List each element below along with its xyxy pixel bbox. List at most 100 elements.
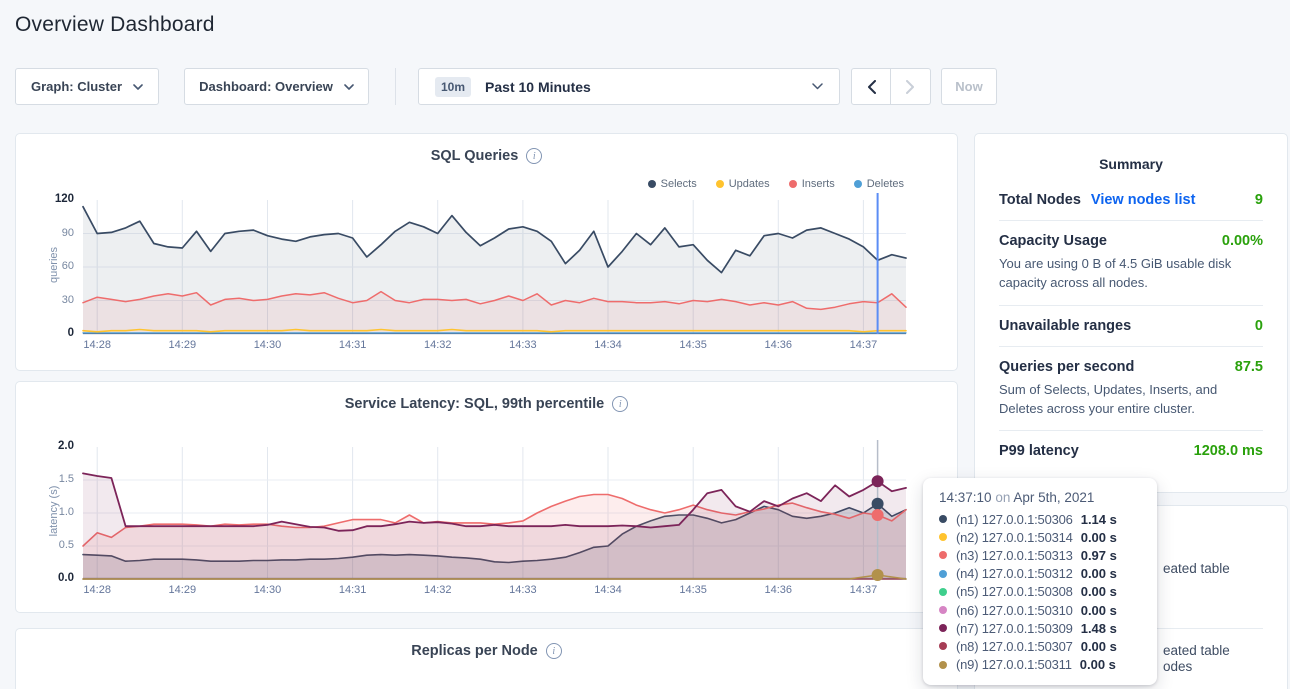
chart-hover-tooltip: 14:37:10 on Apr 5th, 2021 (n1) 127.0.0.1… (923, 478, 1157, 685)
y-axis-tick: 90 (18, 227, 74, 239)
summary-value: 0 (1255, 318, 1263, 334)
view-nodes-list-link[interactable]: View nodes list (1091, 192, 1196, 208)
summary-description: You are using 0 B of 4.5 GiB usable disk… (999, 255, 1263, 293)
x-axis-tick: 14:35 (668, 339, 718, 351)
dashboard-dropdown[interactable]: Dashboard: Overview (184, 68, 369, 105)
node-color-dot (939, 606, 947, 614)
chart-title: SQL Queries (431, 148, 519, 164)
chevron-down-icon (812, 83, 823, 90)
sql-queries-chart-card: SQL Queries i Selects Updates Inserts De… (15, 133, 958, 371)
info-icon[interactable]: i (526, 148, 542, 164)
legend-item[interactable]: Updates (716, 178, 770, 190)
event-text-fragment: eated table (1163, 561, 1230, 576)
summary-label: P99 latency (999, 443, 1079, 459)
node-color-dot (939, 624, 947, 632)
y-axis-tick: 2.0 (18, 440, 74, 452)
summary-row-unavailable-ranges: Unavailable ranges 0 (999, 306, 1263, 347)
tooltip-timestamp: 14:37:10 on Apr 5th, 2021 (939, 490, 1143, 505)
node-address: (n1) 127.0.0.1:50306 (956, 512, 1073, 527)
x-axis-tick: 14:36 (753, 339, 803, 351)
time-range-badge: 10m (435, 77, 471, 97)
summary-value: 87.5 (1235, 359, 1263, 375)
x-axis-tick: 14:32 (413, 584, 463, 596)
node-color-dot (939, 551, 947, 559)
legend-dot (854, 180, 862, 188)
summary-value: 0.00% (1222, 233, 1263, 249)
x-axis-tick: 14:33 (498, 584, 548, 596)
summary-title: Summary (999, 150, 1263, 180)
tooltip-node-row: (n9) 127.0.0.1:50311 0.00 s (939, 656, 1143, 674)
node-address: (n5) 127.0.0.1:50308 (956, 584, 1073, 599)
node-value: 0.00 s (1081, 639, 1117, 654)
x-axis-tick: 14:28 (72, 584, 122, 596)
chart-title: Service Latency: SQL, 99th percentile (345, 396, 605, 412)
legend-dot (716, 180, 724, 188)
summary-row-total-nodes: Total Nodes View nodes list 9 (999, 180, 1263, 221)
graph-scope-dropdown[interactable]: Graph: Cluster (15, 68, 159, 105)
summary-label: Unavailable ranges (999, 318, 1131, 334)
x-axis-tick: 14:30 (242, 339, 292, 351)
node-address: (n3) 127.0.0.1:50313 (956, 548, 1073, 563)
service-latency-chart-card: Service Latency: SQL, 99th percentile i … (15, 381, 958, 613)
legend-dot (648, 180, 656, 188)
node-value: 1.14 s (1081, 512, 1117, 527)
legend-label: Inserts (802, 178, 835, 190)
node-color-dot (939, 533, 947, 541)
now-button[interactable]: Now (941, 68, 997, 105)
divider (395, 68, 396, 105)
dashboard-dropdown-label: Dashboard: Overview (199, 79, 333, 94)
summary-panel: Summary Total Nodes View nodes list 9 Ca… (974, 133, 1288, 493)
legend-label: Selects (661, 178, 697, 190)
summary-label: Queries per second (999, 359, 1134, 375)
chevron-down-icon (133, 84, 143, 90)
chevron-down-icon (344, 84, 354, 90)
y-axis-unit-label: latency (s) (48, 481, 60, 541)
node-address: (n6) 127.0.0.1:50310 (956, 603, 1073, 618)
info-icon[interactable]: i (612, 396, 628, 412)
time-range-picker[interactable]: 10m Past 10 Minutes (418, 68, 840, 105)
tooltip-node-row: (n8) 127.0.0.1:50307 0.00 s (939, 637, 1143, 655)
summary-row-qps: Queries per second 87.5 Sum of Selects, … (999, 347, 1263, 432)
y-axis-tick: 30 (18, 294, 74, 306)
node-color-dot (939, 570, 947, 578)
summary-value: 1208.0 ms (1194, 443, 1263, 459)
info-icon[interactable]: i (546, 643, 562, 659)
node-address: (n4) 127.0.0.1:50312 (956, 566, 1073, 581)
time-next-button[interactable] (891, 68, 931, 105)
node-color-dot (939, 642, 947, 650)
legend-dot (789, 180, 797, 188)
x-axis-tick: 14:28 (72, 339, 122, 351)
x-axis-tick: 14:30 (242, 584, 292, 596)
node-address: (n2) 127.0.0.1:50314 (956, 530, 1073, 545)
graph-scope-dropdown-label: Graph: Cluster (31, 79, 122, 94)
legend-label: Deletes (867, 178, 904, 190)
x-axis-tick: 14:34 (583, 339, 633, 351)
y-axis-tick: 1.5 (18, 473, 74, 485)
node-value: 0.00 s (1080, 657, 1116, 672)
x-axis-tick: 14:31 (328, 339, 378, 351)
tooltip-node-row: (n6) 127.0.0.1:50310 0.00 s (939, 601, 1143, 619)
summary-row-p99: P99 latency 1208.0 ms (999, 431, 1263, 471)
tooltip-node-row: (n2) 127.0.0.1:50314 0.00 s (939, 528, 1143, 546)
node-color-dot (939, 588, 947, 596)
x-axis-tick: 14:33 (498, 339, 548, 351)
x-axis-tick: 14:32 (413, 339, 463, 351)
x-axis-tick: 14:29 (157, 584, 207, 596)
dashboard-controls: Graph: Cluster Dashboard: Overview 10m P… (0, 68, 1290, 106)
x-axis-tick: 14:36 (753, 584, 803, 596)
y-axis-tick: 1.0 (18, 506, 74, 518)
x-axis-tick: 14:37 (838, 339, 888, 351)
summary-description: Sum of Selects, Updates, Inserts, and De… (999, 381, 1263, 419)
tooltip-node-row: (n4) 127.0.0.1:50312 0.00 s (939, 565, 1143, 583)
x-axis-tick: 14:35 (668, 584, 718, 596)
y-axis-tick: 0.5 (18, 539, 74, 551)
time-range-label: Past 10 Minutes (485, 79, 591, 95)
time-prev-button[interactable] (851, 68, 891, 105)
legend-item[interactable]: Inserts (789, 178, 835, 190)
chevron-right-icon (906, 80, 915, 94)
node-value: 0.00 s (1081, 566, 1117, 581)
replicas-per-node-chart-card: Replicas per Node i (15, 628, 958, 689)
legend-item[interactable]: Selects (648, 178, 697, 190)
legend-item[interactable]: Deletes (854, 178, 904, 190)
x-axis-tick: 14:29 (157, 339, 207, 351)
